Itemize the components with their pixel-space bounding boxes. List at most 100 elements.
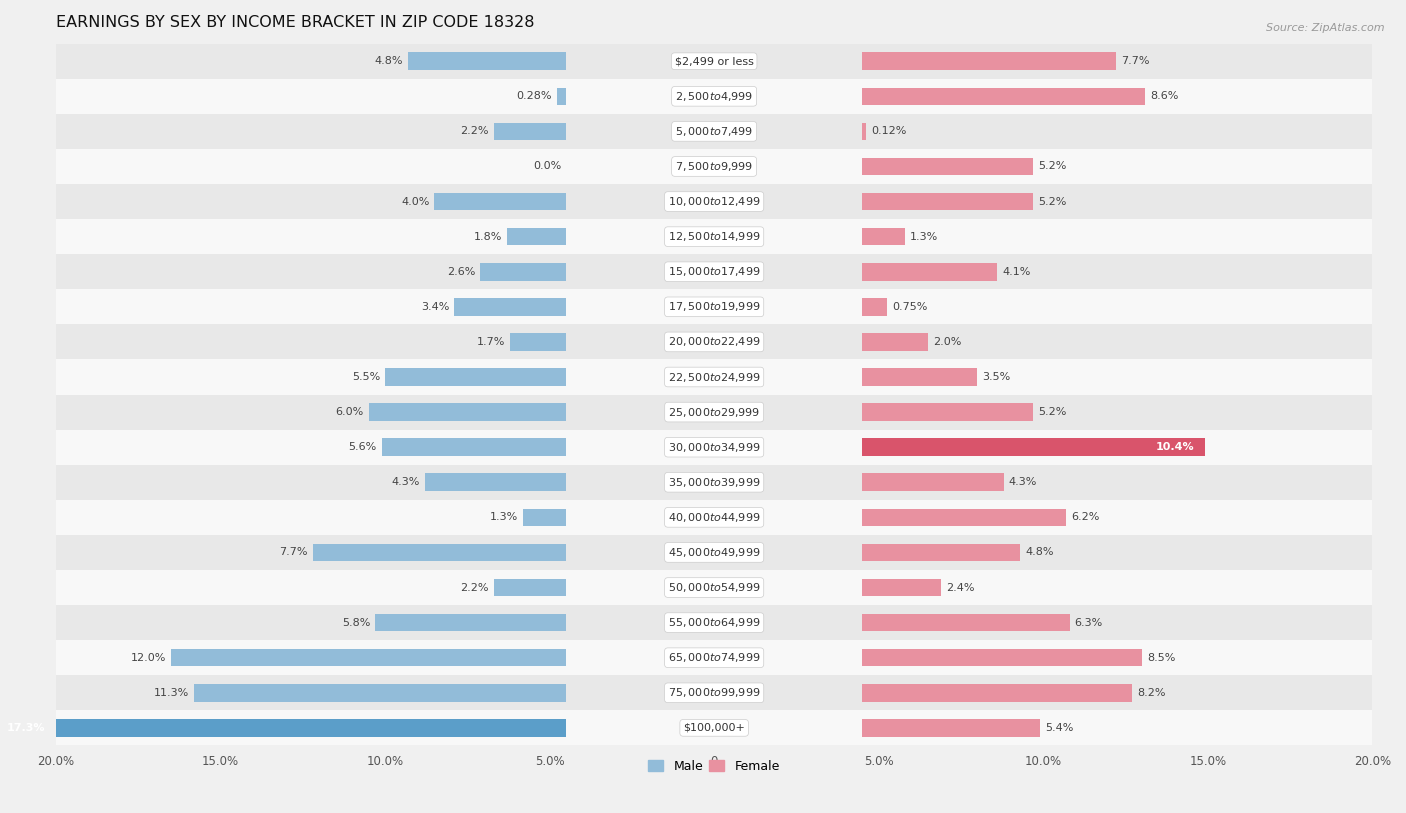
Text: $35,000 to $39,999: $35,000 to $39,999 xyxy=(668,476,761,489)
Bar xyxy=(862,614,1070,632)
Text: 2.4%: 2.4% xyxy=(946,583,974,593)
Text: 4.8%: 4.8% xyxy=(1025,547,1053,558)
Bar xyxy=(510,333,567,350)
Bar xyxy=(56,114,1372,149)
Bar xyxy=(0,720,567,737)
Bar xyxy=(862,158,1033,176)
Text: 1.3%: 1.3% xyxy=(910,232,938,241)
Bar xyxy=(862,438,1205,456)
Text: 7.7%: 7.7% xyxy=(1121,56,1149,66)
Bar xyxy=(56,44,1372,79)
Text: 3.5%: 3.5% xyxy=(983,372,1011,382)
Text: $40,000 to $44,999: $40,000 to $44,999 xyxy=(668,511,761,524)
Text: 2.2%: 2.2% xyxy=(460,126,489,137)
Text: 5.2%: 5.2% xyxy=(1039,407,1067,417)
Text: $30,000 to $34,999: $30,000 to $34,999 xyxy=(668,441,761,454)
Text: 2.2%: 2.2% xyxy=(460,583,489,593)
Text: $55,000 to $64,999: $55,000 to $64,999 xyxy=(668,616,761,629)
Text: 6.2%: 6.2% xyxy=(1071,512,1099,523)
Text: 5.8%: 5.8% xyxy=(342,618,370,628)
Bar xyxy=(557,88,567,105)
Text: 6.0%: 6.0% xyxy=(336,407,364,417)
Text: $15,000 to $17,499: $15,000 to $17,499 xyxy=(668,265,761,278)
Bar xyxy=(56,500,1372,535)
Bar xyxy=(862,228,905,246)
Text: 0.75%: 0.75% xyxy=(891,302,928,312)
Bar xyxy=(862,649,1142,667)
Bar xyxy=(385,368,567,386)
Bar xyxy=(862,193,1033,211)
Text: $45,000 to $49,999: $45,000 to $49,999 xyxy=(668,546,761,559)
Text: $65,000 to $74,999: $65,000 to $74,999 xyxy=(668,651,761,664)
Text: Source: ZipAtlas.com: Source: ZipAtlas.com xyxy=(1267,23,1385,33)
Text: 17.3%: 17.3% xyxy=(7,723,45,733)
Text: $25,000 to $29,999: $25,000 to $29,999 xyxy=(668,406,761,419)
Text: 7.7%: 7.7% xyxy=(280,547,308,558)
Bar xyxy=(56,535,1372,570)
Text: 4.3%: 4.3% xyxy=(391,477,419,487)
Bar xyxy=(381,438,567,456)
Bar xyxy=(523,509,567,526)
Bar xyxy=(862,473,1004,491)
Text: 2.0%: 2.0% xyxy=(934,337,962,347)
Bar xyxy=(862,684,1132,702)
Text: 5.2%: 5.2% xyxy=(1039,162,1067,172)
Text: 8.2%: 8.2% xyxy=(1137,688,1166,698)
Text: 2.6%: 2.6% xyxy=(447,267,475,276)
Text: $17,500 to $19,999: $17,500 to $19,999 xyxy=(668,300,761,313)
Bar xyxy=(862,123,866,140)
Text: $10,000 to $12,499: $10,000 to $12,499 xyxy=(668,195,761,208)
Bar xyxy=(56,676,1372,711)
Text: $2,499 or less: $2,499 or less xyxy=(675,56,754,66)
Bar xyxy=(862,368,977,386)
Bar xyxy=(862,263,997,280)
Bar xyxy=(494,579,567,596)
Bar xyxy=(194,684,567,702)
Text: 4.3%: 4.3% xyxy=(1008,477,1038,487)
Bar xyxy=(368,403,567,421)
Bar xyxy=(862,544,1021,561)
Bar xyxy=(375,614,567,632)
Text: 5.4%: 5.4% xyxy=(1045,723,1073,733)
Bar xyxy=(862,298,887,315)
Text: 4.1%: 4.1% xyxy=(1002,267,1031,276)
Bar xyxy=(56,79,1372,114)
Bar xyxy=(172,649,567,667)
Text: 5.6%: 5.6% xyxy=(349,442,377,452)
Text: $22,500 to $24,999: $22,500 to $24,999 xyxy=(668,371,761,384)
Text: 5.2%: 5.2% xyxy=(1039,197,1067,207)
Bar xyxy=(862,720,1040,737)
Bar xyxy=(56,640,1372,676)
Bar xyxy=(56,465,1372,500)
Text: $7,500 to $9,999: $7,500 to $9,999 xyxy=(675,160,754,173)
Text: 10.4%: 10.4% xyxy=(1156,442,1195,452)
Text: 1.3%: 1.3% xyxy=(491,512,519,523)
Text: 3.4%: 3.4% xyxy=(420,302,449,312)
Text: 4.0%: 4.0% xyxy=(401,197,429,207)
Bar xyxy=(454,298,567,315)
Bar xyxy=(56,605,1372,640)
Text: 4.8%: 4.8% xyxy=(374,56,404,66)
Text: $5,000 to $7,499: $5,000 to $7,499 xyxy=(675,125,754,138)
Bar xyxy=(56,570,1372,605)
Text: 6.3%: 6.3% xyxy=(1074,618,1102,628)
Text: 11.3%: 11.3% xyxy=(153,688,190,698)
Text: 1.7%: 1.7% xyxy=(477,337,505,347)
Text: $50,000 to $54,999: $50,000 to $54,999 xyxy=(668,581,761,594)
Text: 8.6%: 8.6% xyxy=(1150,91,1178,102)
Bar xyxy=(862,509,1066,526)
Bar xyxy=(862,579,941,596)
Text: $75,000 to $99,999: $75,000 to $99,999 xyxy=(668,686,761,699)
Bar xyxy=(56,394,1372,429)
Bar xyxy=(425,473,567,491)
Bar xyxy=(56,149,1372,184)
Bar xyxy=(56,184,1372,220)
Bar xyxy=(56,289,1372,324)
Bar xyxy=(56,429,1372,465)
Bar xyxy=(494,123,567,140)
Text: $12,500 to $14,999: $12,500 to $14,999 xyxy=(668,230,761,243)
Text: 1.8%: 1.8% xyxy=(474,232,502,241)
Bar xyxy=(56,324,1372,359)
Text: 0.12%: 0.12% xyxy=(872,126,907,137)
Text: 0.28%: 0.28% xyxy=(516,91,553,102)
